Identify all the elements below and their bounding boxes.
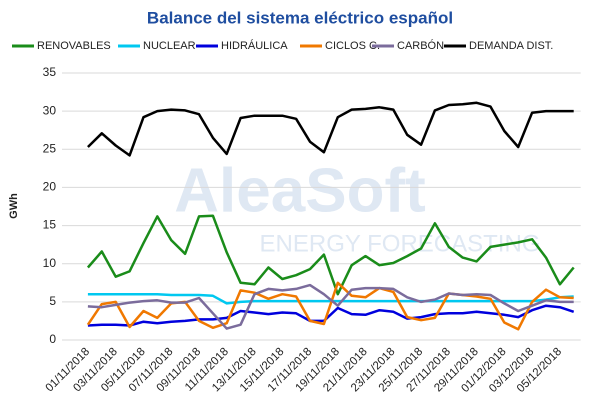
watermark: AleaSoft [174, 156, 425, 225]
y-tick-label: 0 [49, 332, 56, 346]
watermark: ENERGY FORECASTING [260, 230, 541, 257]
legend-label: DEMANDA DIST. [469, 40, 553, 52]
y-tick-label: 30 [43, 103, 57, 117]
legend-label: RENOVABLES [37, 40, 111, 52]
legend-label: HIDRÁULICA [221, 39, 288, 52]
y-axis-label: GWh [8, 193, 20, 219]
series-line [87, 101, 574, 157]
series-line [87, 304, 575, 327]
y-tick-label: 5 [49, 294, 56, 308]
chart-title: Balance del sistema eléctrico español [147, 8, 453, 27]
y-tick-label: 25 [43, 141, 57, 155]
legend-label: NUCLEAR [143, 40, 196, 52]
legend-label: CICLOS C. [325, 40, 380, 52]
y-tick-label: 10 [43, 256, 57, 270]
y-tick-label: 15 [43, 218, 57, 232]
legend-label: CARBÓN [397, 39, 444, 52]
series-line [86, 214, 575, 296]
y-tick-label: 35 [43, 65, 57, 79]
series-line [86, 281, 574, 331]
series-line [87, 283, 574, 330]
y-tick-label: 20 [43, 180, 57, 194]
